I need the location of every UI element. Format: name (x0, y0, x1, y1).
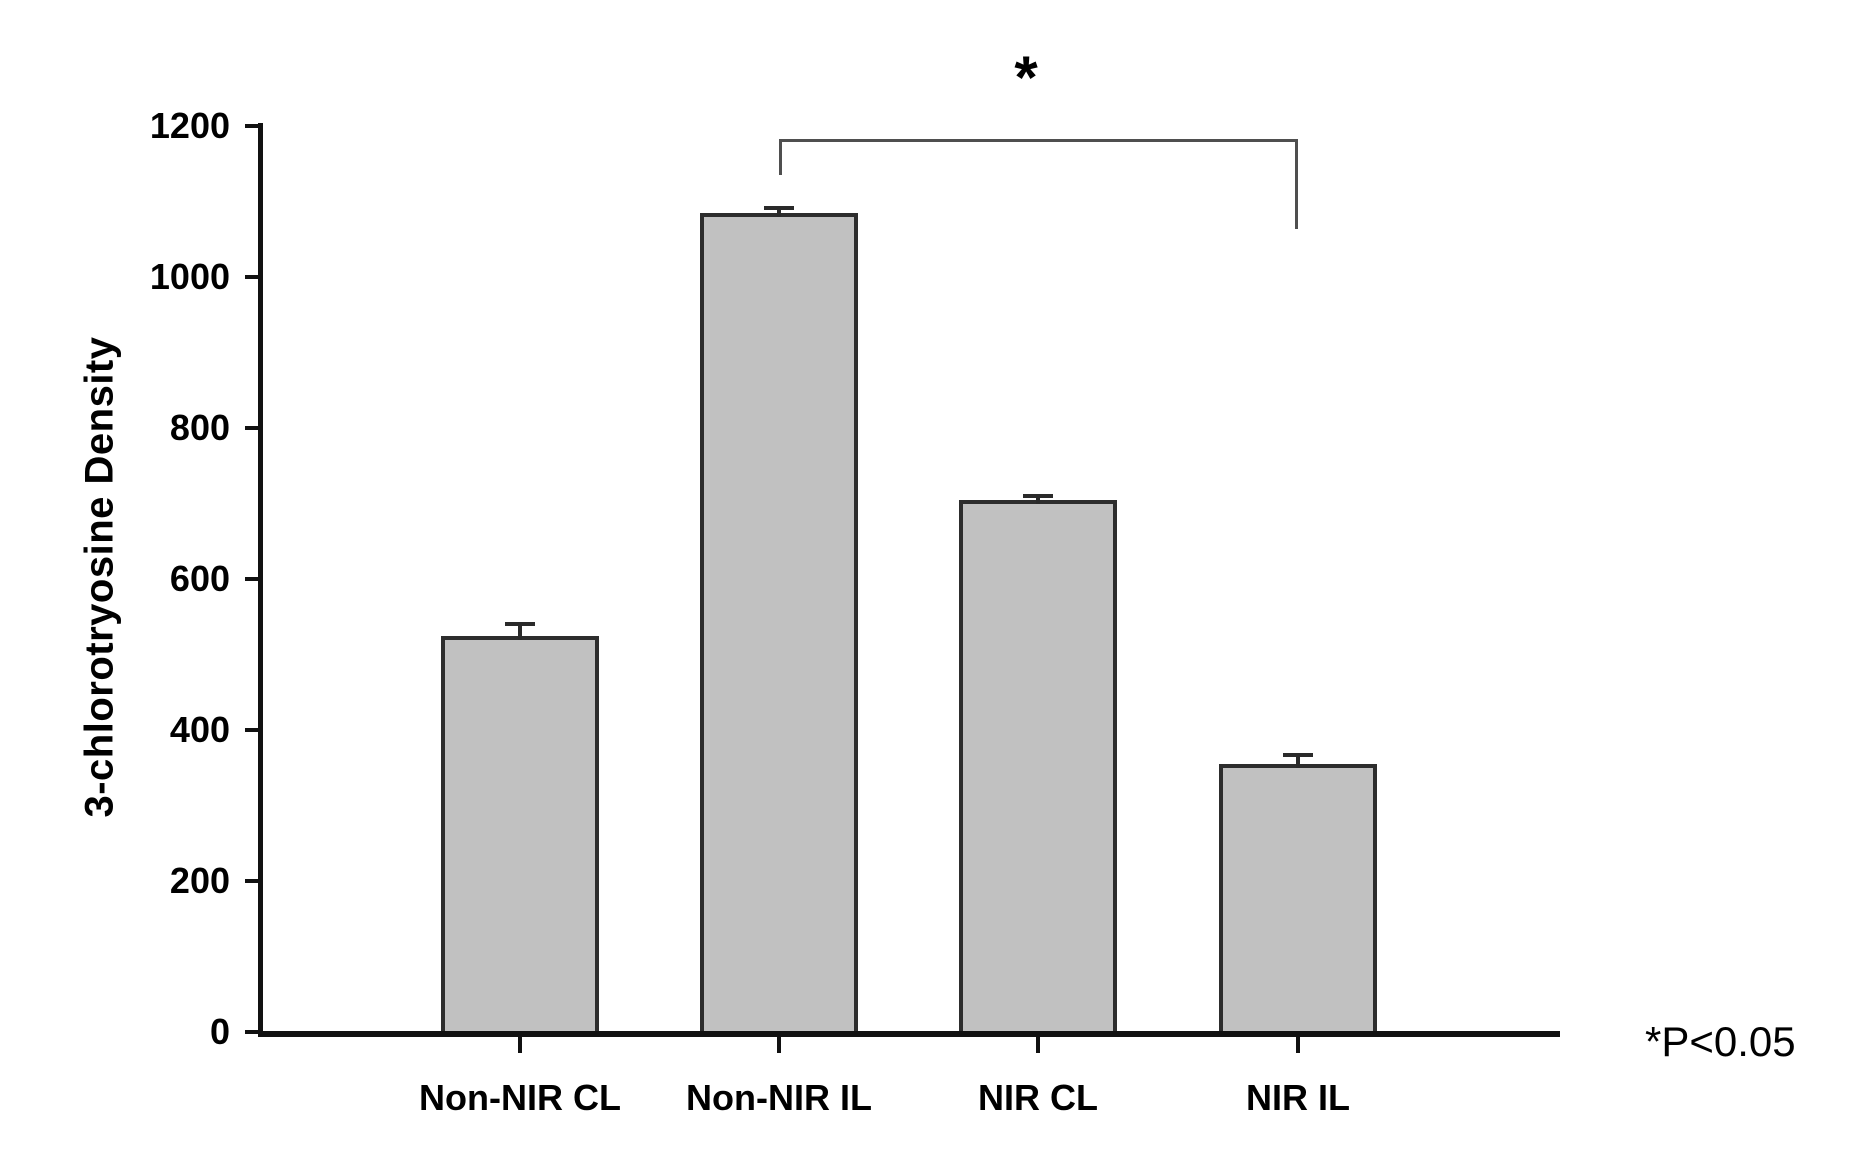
significance-bracket-horizontal (779, 139, 1298, 142)
x-tick-mark (1296, 1037, 1300, 1053)
y-tick-mark (245, 728, 258, 732)
y-tick-label: 200 (169, 860, 230, 901)
error-bar-line (1296, 755, 1300, 768)
y-tick-label: 800 (169, 407, 230, 448)
y-tick-mark (245, 1030, 258, 1034)
y-tick-label: 1000 (149, 256, 230, 297)
x-tick-mark (1036, 1037, 1040, 1053)
x-tick-mark (518, 1037, 522, 1053)
error-bar-cap (1283, 753, 1313, 757)
y-tick-label: 600 (169, 558, 230, 599)
significance-bracket-right-leg (1295, 139, 1298, 229)
bar (959, 500, 1117, 1037)
y-tick-mark (245, 124, 258, 128)
x-tick-mark (777, 1037, 781, 1053)
error-bar-cap (505, 622, 535, 626)
y-tick-mark (245, 426, 258, 430)
error-bar-cap (764, 206, 794, 210)
significance-bracket-left-leg (779, 139, 782, 175)
y-tick-label: 400 (169, 709, 230, 750)
y-tick-mark (245, 879, 258, 883)
bar (700, 213, 858, 1037)
error-bar-cap (1023, 494, 1053, 498)
error-bar-line (777, 208, 781, 217)
x-category-label: NIR IL (1246, 1077, 1350, 1118)
y-tick-mark (245, 577, 258, 581)
y-axis-line (258, 123, 263, 1037)
x-category-label: NIR CL (978, 1077, 1098, 1118)
x-category-label: Non-NIR IL (686, 1077, 872, 1118)
y-tick-mark (245, 275, 258, 279)
p-value-note: *P<0.05 (1645, 1018, 1796, 1065)
y-tick-label: 0 (209, 1011, 230, 1052)
bar (441, 636, 599, 1037)
y-tick-label: 1200 (149, 105, 230, 146)
error-bar-line (518, 624, 522, 640)
significance-asterisk: * (1014, 44, 1038, 111)
bar (1219, 764, 1377, 1037)
x-axis-line (258, 1031, 1560, 1037)
error-bar-line (1036, 496, 1040, 504)
x-category-label: Non-NIR CL (419, 1077, 621, 1118)
